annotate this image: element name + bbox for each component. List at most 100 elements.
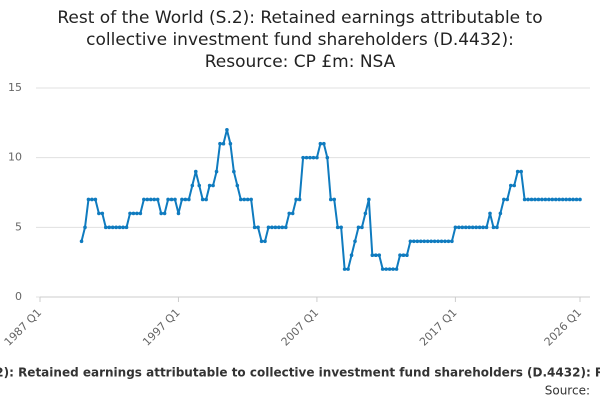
point: [349, 253, 354, 257]
point: [311, 155, 316, 160]
point: [529, 197, 534, 202]
point: [533, 197, 537, 202]
point: [135, 211, 139, 216]
y-tick-label: 5: [15, 220, 22, 233]
point: [405, 253, 409, 257]
point: [103, 225, 108, 230]
point: [380, 267, 385, 271]
point: [363, 211, 368, 216]
y-tick-label: 10: [8, 151, 22, 164]
point: [398, 253, 402, 257]
point: [221, 141, 226, 146]
point: [463, 225, 468, 230]
point: [318, 141, 323, 146]
point: [169, 197, 174, 202]
point: [384, 267, 388, 271]
point: [283, 225, 288, 230]
point: [550, 197, 555, 202]
point: [97, 211, 101, 216]
point: [79, 239, 84, 244]
point: [439, 239, 444, 244]
point: [432, 239, 437, 244]
point: [90, 197, 94, 202]
point: [263, 239, 267, 244]
point: [339, 225, 343, 230]
chart-title: Resource: CP £m: NSA: [205, 52, 396, 72]
point: [429, 239, 433, 244]
point: [245, 197, 250, 202]
point: [187, 197, 191, 202]
point: [214, 169, 219, 174]
point: [557, 197, 562, 202]
point: [322, 141, 326, 146]
point: [412, 239, 416, 244]
point: [304, 155, 309, 160]
point: [308, 155, 312, 160]
y-tick-label: 15: [8, 81, 22, 94]
point: [256, 225, 260, 230]
point: [360, 225, 364, 230]
point: [446, 239, 451, 244]
point: [578, 197, 582, 202]
point: [526, 197, 530, 202]
point: [467, 225, 472, 230]
chart-title: collective investment fund shareholders …: [86, 30, 514, 50]
point: [238, 197, 243, 202]
point: [474, 225, 478, 230]
point: [107, 225, 112, 230]
point: [277, 225, 281, 230]
point: [190, 183, 195, 188]
point: [228, 141, 233, 146]
point: [280, 225, 285, 230]
point: [425, 239, 430, 244]
point: [418, 239, 423, 244]
point: [519, 169, 523, 174]
point: [481, 225, 485, 230]
point: [353, 239, 357, 244]
point: [110, 225, 115, 230]
point: [505, 197, 510, 202]
point: [457, 225, 461, 230]
point: [266, 225, 271, 230]
point: [415, 239, 420, 244]
source: Source:: [545, 384, 590, 398]
point: [200, 197, 205, 202]
x-tick-label: 2017 Q1: [417, 306, 460, 349]
x-tick-label: 2026 Q1: [542, 306, 585, 349]
point: [128, 211, 132, 216]
point: [460, 225, 465, 230]
point: [328, 197, 333, 202]
point: [377, 253, 382, 257]
point: [173, 197, 177, 202]
point: [508, 183, 513, 188]
point: [232, 169, 236, 174]
point: [436, 239, 440, 244]
point: [450, 239, 454, 244]
point: [207, 183, 212, 188]
point: [235, 183, 240, 188]
point: [183, 197, 188, 202]
point: [564, 197, 568, 202]
point: [86, 197, 91, 202]
point: [252, 225, 257, 230]
point: [249, 197, 253, 202]
point: [294, 197, 298, 202]
point: [512, 183, 517, 188]
point: [367, 197, 371, 202]
point: [242, 197, 247, 202]
point: [204, 197, 208, 202]
point: [387, 267, 392, 271]
point: [342, 267, 347, 271]
point: [346, 267, 350, 271]
point: [394, 267, 399, 271]
point: [571, 197, 575, 202]
point: [536, 197, 541, 202]
point: [287, 211, 292, 216]
point: [515, 169, 520, 174]
point: [83, 225, 87, 230]
point: [522, 197, 527, 202]
point: [574, 197, 579, 202]
point: [114, 225, 118, 230]
point: [502, 197, 506, 202]
point: [373, 253, 378, 257]
